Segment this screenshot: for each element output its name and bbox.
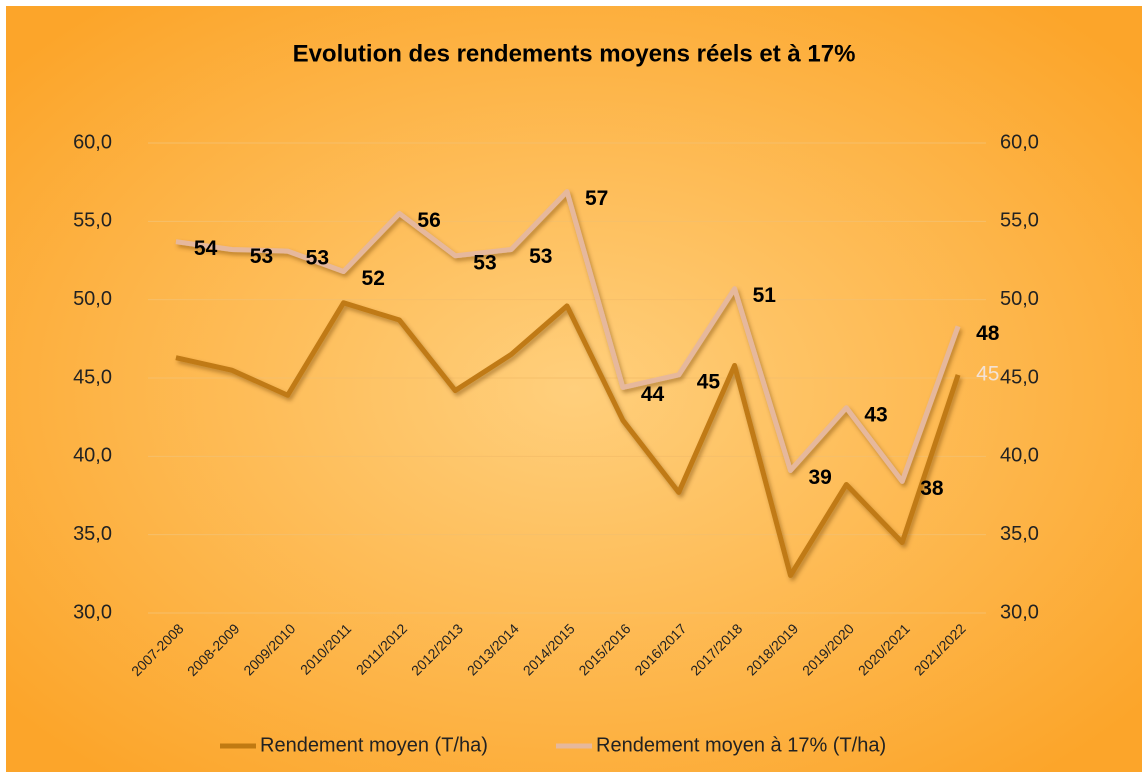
data-label: 45 xyxy=(976,362,999,385)
y-tick-label: 50,0 xyxy=(73,288,112,310)
data-label: 44 xyxy=(641,383,665,406)
data-label: 53 xyxy=(529,245,552,268)
data-label: 43 xyxy=(864,403,887,426)
data-label: 53 xyxy=(473,251,496,274)
y-tick-label: 60,0 xyxy=(73,131,112,153)
y2-tick-label: 40,0 xyxy=(1000,445,1039,467)
data-label: 53 xyxy=(250,245,273,268)
series-line xyxy=(175,189,961,484)
y-tick-label: 35,0 xyxy=(73,523,112,545)
data-label: 48 xyxy=(976,322,1000,345)
chart-title: Evolution des rendements moyens réels et… xyxy=(293,40,856,67)
y2-tick-label: 35,0 xyxy=(1000,523,1039,545)
chart-background xyxy=(6,6,1142,772)
data-label: 53 xyxy=(306,247,329,270)
data-label: 39 xyxy=(808,466,831,489)
y-tick-label: 30,0 xyxy=(73,601,112,623)
data-label: 45 xyxy=(697,370,721,393)
data-label: 56 xyxy=(417,209,440,232)
y2-tick-label: 45,0 xyxy=(1000,366,1039,388)
y2-tick-label: 55,0 xyxy=(1000,210,1039,232)
y2-tick-label: 50,0 xyxy=(1000,288,1039,310)
y2-tick-label: 60,0 xyxy=(1000,131,1039,153)
y-tick-label: 40,0 xyxy=(73,445,112,467)
data-label: 52 xyxy=(362,267,385,290)
data-label: 38 xyxy=(920,477,944,500)
y-tick-label: 55,0 xyxy=(73,210,112,232)
data-label: 57 xyxy=(585,187,608,210)
data-label: 54 xyxy=(194,237,218,260)
legend-label: Rendement moyen à 17% (T/ha) xyxy=(596,734,886,756)
y2-tick-label: 30,0 xyxy=(1000,601,1039,623)
y-tick-label: 45,0 xyxy=(73,366,112,388)
data-label: 51 xyxy=(753,284,777,307)
legend-label: Rendement moyen (T/ha) xyxy=(260,734,488,756)
series-line xyxy=(175,300,961,578)
